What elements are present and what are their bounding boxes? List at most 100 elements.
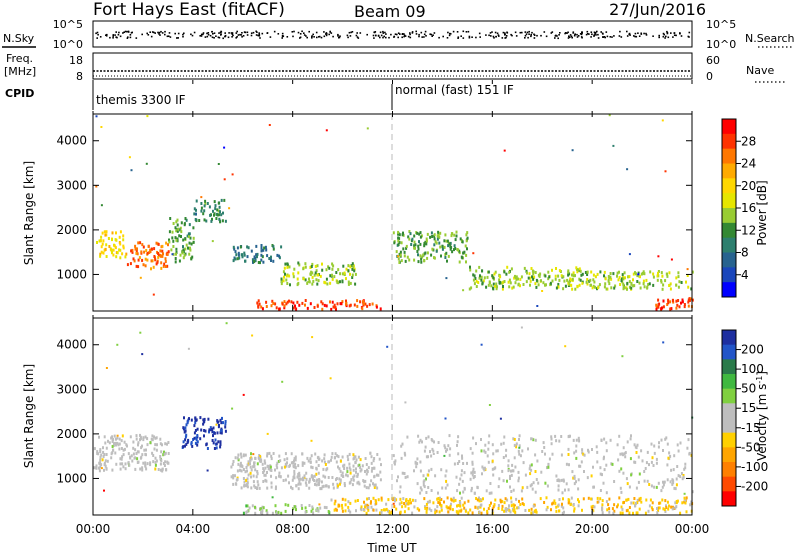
noise-sample xyxy=(105,34,107,36)
data-point xyxy=(492,505,495,509)
data-point xyxy=(497,507,500,510)
noise-sample xyxy=(568,35,570,37)
data-point xyxy=(608,114,611,117)
data-point xyxy=(530,437,533,441)
data-point xyxy=(477,505,480,509)
data-point xyxy=(398,490,401,494)
data-point xyxy=(450,502,452,506)
data-point xyxy=(503,280,506,283)
data-point xyxy=(666,303,669,306)
data-point xyxy=(521,486,524,490)
noise-sample xyxy=(533,37,536,39)
data-point xyxy=(117,443,120,447)
data-point xyxy=(194,416,197,420)
noise-left-tick-top: 10^5 xyxy=(53,18,83,31)
data-point xyxy=(465,233,468,237)
data-point xyxy=(105,446,108,450)
data-point xyxy=(577,487,580,491)
data-point xyxy=(652,275,655,279)
data-point xyxy=(304,303,306,307)
data-point xyxy=(320,487,323,491)
data-point xyxy=(656,278,659,282)
data-point xyxy=(623,271,626,275)
data-point xyxy=(111,238,113,242)
noise-sample xyxy=(629,34,631,36)
data-point xyxy=(219,440,222,444)
data-point xyxy=(101,242,104,246)
data-point xyxy=(215,217,218,220)
data-point xyxy=(272,452,275,455)
data-point xyxy=(604,277,607,281)
data-point xyxy=(338,467,341,471)
data-point xyxy=(667,298,670,302)
data-point xyxy=(609,272,612,275)
data-point xyxy=(281,302,284,306)
data-point xyxy=(509,281,512,285)
data-point xyxy=(202,422,205,426)
data-point xyxy=(414,499,417,503)
data-point xyxy=(274,504,277,508)
data-point xyxy=(110,436,113,440)
data-point xyxy=(683,303,686,306)
data-point xyxy=(352,457,355,461)
data-point xyxy=(320,480,323,484)
data-point xyxy=(215,446,218,450)
data-point xyxy=(426,251,429,255)
data-point xyxy=(493,467,496,471)
data-point xyxy=(383,508,385,512)
data-point xyxy=(196,440,199,444)
data-point xyxy=(454,238,457,242)
data-point xyxy=(425,237,428,241)
data-point xyxy=(439,245,442,249)
data-point xyxy=(621,273,624,277)
data-point xyxy=(256,301,259,305)
data-point xyxy=(254,486,257,489)
data-point xyxy=(601,503,604,507)
noise-sample xyxy=(593,34,595,36)
data-point xyxy=(573,509,576,513)
data-point xyxy=(165,468,168,472)
data-point xyxy=(523,266,526,270)
data-point xyxy=(269,465,272,469)
data-point xyxy=(347,280,350,284)
data-point xyxy=(554,274,557,278)
data-point xyxy=(490,284,493,288)
data-point xyxy=(390,511,393,515)
noise-sample xyxy=(587,33,589,35)
data-point xyxy=(489,482,492,485)
data-point xyxy=(204,429,207,433)
data-point xyxy=(247,473,250,477)
data-point xyxy=(457,435,460,439)
data-point xyxy=(150,247,153,251)
noise-sample xyxy=(346,34,349,37)
data-point xyxy=(433,237,436,241)
data-point xyxy=(169,217,172,220)
data-point xyxy=(691,298,694,302)
data-point xyxy=(309,302,312,306)
noise-sample xyxy=(511,34,513,37)
data-point xyxy=(403,472,406,475)
data-point xyxy=(355,458,358,462)
data-point xyxy=(264,245,267,249)
data-point xyxy=(447,506,450,510)
data-point xyxy=(345,301,348,305)
noise-sample xyxy=(494,31,497,34)
data-point xyxy=(339,280,341,284)
data-point xyxy=(532,270,535,274)
data-point xyxy=(576,285,579,289)
data-point xyxy=(202,418,205,422)
data-point xyxy=(431,447,434,451)
data-point xyxy=(182,256,185,260)
data-point xyxy=(518,452,521,456)
data-point xyxy=(400,501,403,505)
data-point xyxy=(613,480,616,483)
noise-sample xyxy=(680,35,683,37)
data-point xyxy=(558,278,561,282)
noise-sample xyxy=(246,34,249,36)
data-point xyxy=(322,467,325,471)
freq-left-tick-top: 18 xyxy=(69,54,83,67)
data-point xyxy=(219,431,222,435)
colorbar-swatch xyxy=(722,344,736,360)
data-point xyxy=(431,247,434,251)
